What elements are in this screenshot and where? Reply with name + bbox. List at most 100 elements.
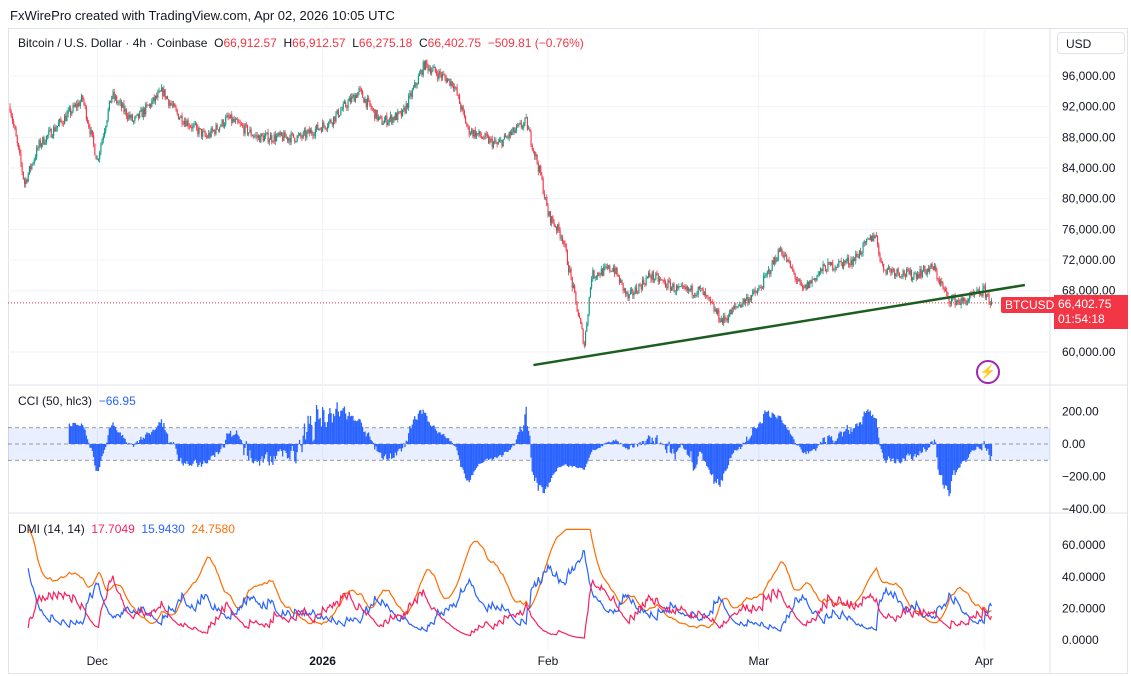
candle-body xyxy=(789,260,791,268)
candle-body xyxy=(284,132,286,138)
candle-body xyxy=(196,123,198,128)
candle-body xyxy=(262,135,264,142)
candle-body xyxy=(352,94,354,97)
candle-body xyxy=(56,125,58,129)
candle-body xyxy=(946,291,948,293)
candle-body xyxy=(919,269,921,278)
candle-body xyxy=(256,135,258,138)
candle-body xyxy=(188,126,190,128)
candle-body xyxy=(150,104,152,107)
candle-body xyxy=(95,155,97,160)
candle-body xyxy=(268,139,270,143)
candle-body xyxy=(190,126,192,128)
candle-body xyxy=(419,73,421,77)
candle-body xyxy=(125,109,127,117)
candle-body xyxy=(485,133,487,136)
candle-body xyxy=(508,132,510,138)
dmi-legend[interactable]: DMI (14, 14) 17.7049 15.9430 24.7580 xyxy=(18,522,235,536)
candle-body xyxy=(814,278,816,280)
candle-body xyxy=(706,295,708,296)
candle-body xyxy=(692,294,694,296)
candle-body xyxy=(181,115,183,124)
cci-legend[interactable]: CCI (50, hlc3) −66.95 xyxy=(18,394,136,408)
candle-body xyxy=(116,96,118,103)
candle-body xyxy=(506,136,508,138)
candle-body xyxy=(574,285,576,292)
cci-tick-label: −400.00 xyxy=(1062,502,1106,516)
candle-body xyxy=(468,126,470,135)
candle-body xyxy=(193,124,195,125)
candle-body xyxy=(753,290,755,292)
candle-body xyxy=(373,109,375,110)
candle-body xyxy=(385,115,387,121)
candle-body xyxy=(341,109,343,111)
candle-body xyxy=(746,296,748,300)
candle-body xyxy=(557,224,559,231)
candle-body xyxy=(903,270,905,276)
candle-body xyxy=(969,294,971,301)
candle-body xyxy=(732,307,734,309)
candle-body xyxy=(571,277,573,288)
candle-body xyxy=(652,272,654,281)
candle-body xyxy=(64,115,66,125)
candle-body xyxy=(91,130,93,135)
candle-body xyxy=(330,119,332,123)
candle-body xyxy=(967,300,970,301)
candle-body xyxy=(923,265,925,272)
lightning-icon[interactable]: ⚡ xyxy=(976,360,1000,384)
candle-body xyxy=(800,281,802,287)
currency-button[interactable]: USD xyxy=(1057,32,1125,54)
candle-body xyxy=(517,125,519,127)
candle-body xyxy=(697,286,699,294)
candle-body xyxy=(851,259,853,266)
candle-body xyxy=(638,284,640,294)
candle-body xyxy=(686,286,688,291)
cci-value: −66.95 xyxy=(98,394,136,408)
candle-body xyxy=(674,291,676,293)
candle-body xyxy=(661,279,663,281)
candle-body xyxy=(226,115,228,118)
candle-body xyxy=(162,87,164,96)
candle-body xyxy=(482,137,484,139)
candle-body xyxy=(215,124,217,134)
candle-body xyxy=(811,279,813,284)
candle-body xyxy=(404,107,406,113)
candle-body xyxy=(787,259,789,262)
candle-body xyxy=(416,84,418,86)
candle-body xyxy=(136,113,138,116)
candle-body xyxy=(507,136,509,138)
candle-body xyxy=(769,269,771,275)
candle-body xyxy=(267,132,269,143)
candle-body xyxy=(222,119,224,127)
candle-body xyxy=(403,107,405,110)
candle-body xyxy=(569,268,571,273)
cci-tick-label: 0.00 xyxy=(1062,437,1086,451)
candle-body xyxy=(402,109,404,117)
candle-body xyxy=(274,134,276,142)
candle-body xyxy=(929,268,931,272)
candle-body xyxy=(110,100,112,103)
candle-body xyxy=(612,267,615,272)
candle-body xyxy=(478,131,480,135)
symbol-name[interactable]: Bitcoin / U.S. Dollar · 4h · Coinbase xyxy=(18,36,208,50)
candle-body xyxy=(761,288,764,289)
candle-body xyxy=(820,268,822,272)
candle-body xyxy=(171,104,173,106)
candle-body xyxy=(843,260,845,268)
candle-body xyxy=(665,281,667,287)
candle-body xyxy=(191,126,193,129)
candle-body xyxy=(339,114,341,117)
candle-body xyxy=(857,256,859,258)
candle-body xyxy=(589,287,591,298)
candle-body xyxy=(271,135,273,142)
candle-body xyxy=(731,307,733,315)
candle-body xyxy=(108,100,110,110)
candle-body xyxy=(177,113,180,120)
y-tick-label: 76,000.00 xyxy=(1062,222,1116,236)
candle-body xyxy=(54,127,56,132)
candle-body xyxy=(423,62,425,70)
candle-body xyxy=(757,290,759,294)
candle-body xyxy=(272,141,274,143)
candle-body xyxy=(816,275,818,281)
